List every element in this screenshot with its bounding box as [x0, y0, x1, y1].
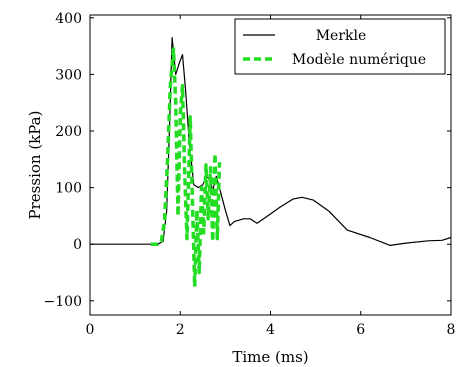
y-tick-label: −100 [44, 294, 82, 310]
plot-lines [90, 36, 452, 289]
x-tick-label: 6 [356, 322, 365, 338]
legend-label-modele-numerique: Modèle numérique [292, 52, 426, 68]
legend-box [234, 18, 446, 75]
y-tick-label: 0 [73, 237, 82, 253]
series-line-merkle [90, 36, 452, 246]
x-tick-label: 8 [447, 322, 456, 338]
y-tick-label: 400 [55, 11, 82, 27]
y-axis-label: Pression (kPa) [26, 111, 44, 220]
series-line-modele-numerique [150, 47, 222, 289]
x-tick-label: 2 [176, 322, 185, 338]
x-tick-label: 0 [86, 322, 95, 338]
y-tick-label: 100 [55, 181, 82, 197]
legend-label-merkle: Merkle [316, 28, 367, 44]
y-tick-label: 200 [55, 124, 82, 140]
y-tick-label: 300 [55, 67, 82, 83]
x-axis-label: Time (ms) [232, 348, 308, 366]
x-tick-label: 4 [266, 322, 275, 338]
legend: Merkle Modèle numérique [234, 18, 446, 75]
